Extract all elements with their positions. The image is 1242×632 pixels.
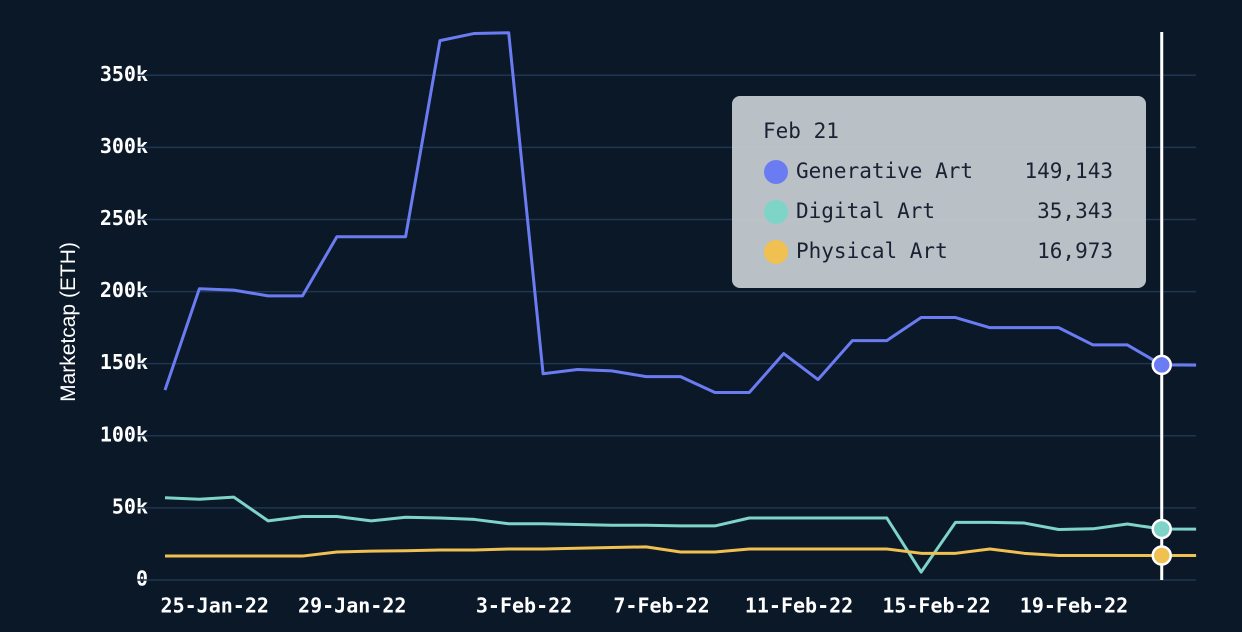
x-tick-label: 11-Feb-22 [745,594,853,618]
tooltip-name: Generative Art [796,159,973,183]
y-tick-label: 350k [100,62,148,86]
x-tick-label: 7-Feb-22 [613,594,709,618]
tooltip-box [732,96,1146,288]
hover-dot [1151,354,1172,376]
hover-dot [1151,545,1172,566]
x-tick-label: 29-Jan-22 [298,594,406,618]
tooltip: Feb 21 Generative Art 149,143 Digital Art 35… [732,96,1146,288]
tooltip-name: Digital Art [796,199,935,223]
y-tick-label: 50k [112,494,148,518]
x-tick-label: 3-Feb-22 [476,594,572,618]
y-tick-label: 250k [100,206,148,230]
series-line [163,31,1197,395]
hover-dot [1151,518,1172,540]
y-axis-label: Marketcap (ETH) [57,242,80,402]
series-line [165,545,1197,558]
tooltip-title: Feb 21 [763,119,839,143]
tooltip-swatch [764,200,788,224]
y-tick-label: 200k [100,278,148,302]
y-tick-label: 300k [100,134,148,158]
tooltip-swatch [764,240,788,264]
x-tick-label: 15-Feb-22 [882,594,990,618]
tooltip-swatch [764,160,788,184]
tooltip-value: 16,973 [1037,239,1113,263]
y-tick-label: 0 [136,567,148,591]
y-tick-label: 100k [100,422,148,446]
x-tick-label: 19-Feb-22 [1020,594,1128,618]
y-tick-label: 150k [100,350,148,374]
tooltip-value: 149,143 [1024,159,1113,183]
tooltip-value: 35,343 [1037,199,1113,223]
tooltip-name: Physical Art [796,239,948,263]
series-line [164,495,1197,574]
x-tick-label: 25-Jan-22 [161,594,269,618]
